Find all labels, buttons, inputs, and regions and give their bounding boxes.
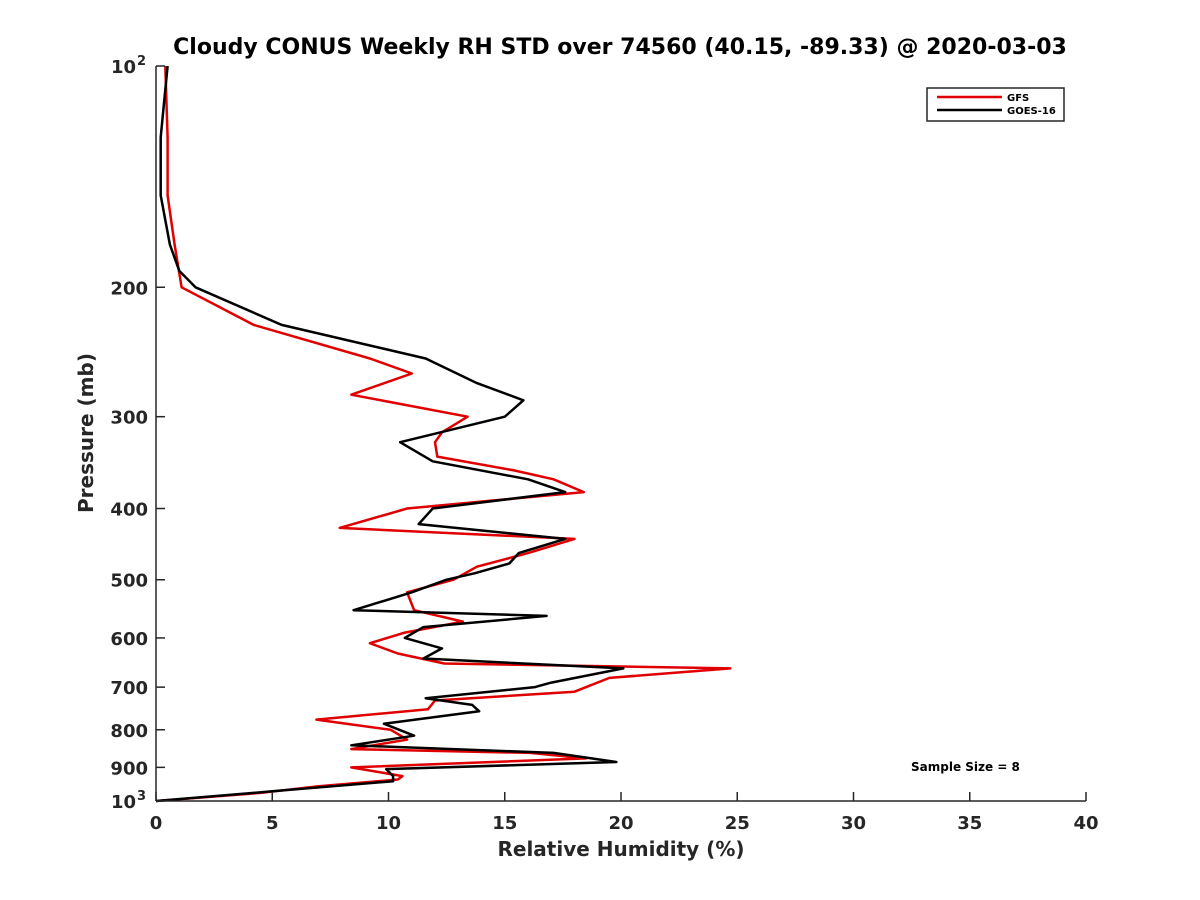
- y-tick-label: 10: [111, 57, 136, 78]
- y-tick-label: 900: [110, 758, 148, 779]
- y-tick-label: 700: [110, 678, 148, 699]
- y-tick-label: 400: [110, 500, 148, 521]
- x-tick-label: 25: [725, 813, 750, 834]
- legend-label-gfs: GFS: [1007, 93, 1029, 104]
- plot-area: 0 5 10 15 20 25 30 35 40 10 220030040050060070080…: [110, 54, 1098, 834]
- y-tick-label: 500: [110, 571, 148, 592]
- y-tick-label: 800: [110, 721, 148, 742]
- y-tick-label: 300: [110, 408, 148, 429]
- y-tick-exponent: 2: [137, 54, 146, 69]
- x-tick-label: 15: [492, 813, 517, 834]
- x-tick-label: 30: [841, 813, 866, 834]
- x-ticks: 0 5 10 15 20 25 30 35 40: [150, 792, 1099, 834]
- x-tick-label: 20: [608, 813, 633, 834]
- legend-label-goes16: GOES-16: [1007, 106, 1056, 117]
- y-tick-label: 600: [110, 629, 148, 650]
- y-axis-label: Pressure (mb): [74, 353, 98, 513]
- x-axis-label: Relative Humidity (%): [497, 837, 744, 861]
- x-tick-label: 5: [266, 813, 279, 834]
- chart-title: Cloudy CONUS Weekly RH STD over 74560 (4…: [173, 35, 1067, 60]
- y-tick-label: 200: [110, 278, 148, 299]
- series-line-goes16: [155, 65, 625, 803]
- x-tick-label: 40: [1073, 813, 1098, 834]
- y-tick-label: 10: [111, 792, 136, 813]
- y-tick-exponent: 3: [137, 789, 146, 804]
- series-layer: [155, 65, 732, 803]
- x-tick-label: 10: [376, 813, 401, 834]
- x-tick-label: 0: [150, 813, 163, 834]
- legend-box: [926, 87, 1065, 122]
- x-tick-label: 35: [957, 813, 982, 834]
- series-line-gfs: [155, 65, 732, 803]
- sample-size-annotation: Sample Size = 8: [911, 760, 1020, 774]
- legend: GFS GOES-16: [926, 87, 1065, 122]
